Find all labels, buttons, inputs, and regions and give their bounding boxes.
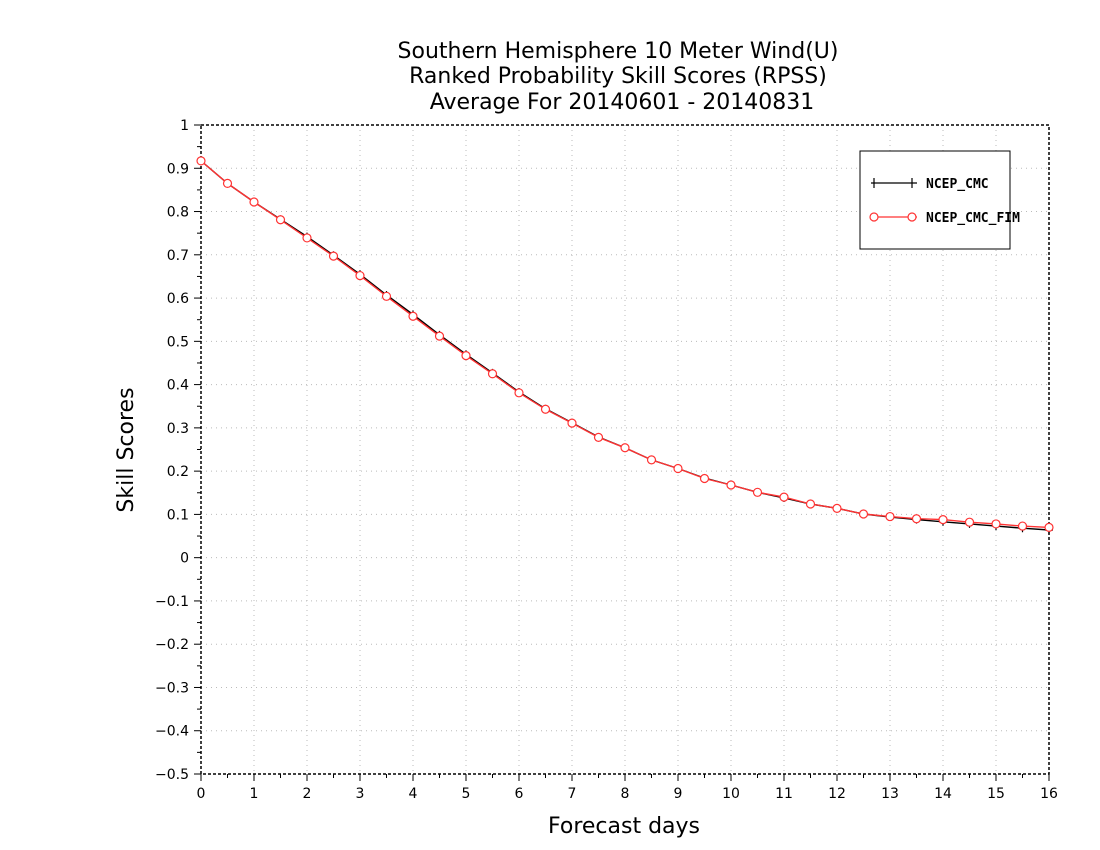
data-point-circle [355, 270, 365, 281]
data-point-circle [885, 511, 895, 522]
data-point-circle [938, 514, 948, 525]
data-point-circle [726, 480, 736, 490]
chart-title-line-1: Southern Hemisphere 10 Meter Wind(U) [398, 39, 839, 64]
legend-item-ncep-cmc: NCEP_CMC [871, 177, 989, 192]
y-axis: −0.5 −0.4 −0.3 −0.2 −0.1 0 0.1 0.2 0.3 0.4 0.5 0.6 0… [155, 118, 201, 783]
y-tick-label: −0.5 [155, 767, 189, 783]
legend-box [859, 150, 1011, 250]
x-tick-label: 11 [775, 786, 793, 802]
data-point-circle [408, 311, 418, 321]
x-tick-label: 14 [934, 786, 952, 802]
circle-marker-icon [907, 212, 917, 222]
chart-title-line-2: Ranked Probability Skill Scores (RPSS) [409, 64, 827, 89]
x-tick-label: 4 [409, 786, 418, 802]
y-tick-label: −0.4 [155, 724, 189, 740]
x-tick-label: 8 [621, 786, 630, 802]
data-point-circle [964, 517, 975, 527]
data-point-circle [381, 291, 392, 301]
data-point-circle [673, 463, 683, 474]
x-tick-label: 13 [881, 786, 899, 802]
data-point-circle [222, 178, 233, 189]
data-point-circle [646, 455, 657, 465]
x-axis-label: Forecast days [548, 814, 700, 839]
x-tick-label: 12 [828, 786, 846, 802]
chart-title: Southern Hemisphere 10 Meter Wind(U) Ran… [398, 39, 839, 115]
x-axis: 0 1 2 3 4 5 6 7 8 9 10 11 12 13 14 15 16 [197, 774, 1058, 802]
data-point-circle [434, 331, 445, 341]
data-point-circle [328, 251, 339, 261]
y-tick-label: 0.9 [167, 161, 189, 177]
legend-label-ncep-cmc-fim: NCEP_CMC_FIM [926, 211, 1020, 226]
data-point-circle [1017, 521, 1028, 531]
data-point-circle [196, 156, 206, 166]
grid-lines [201, 125, 1049, 774]
x-tick-label: 10 [722, 786, 740, 802]
chart-title-line-3: Average For 20140601 - 20140831 [430, 90, 815, 115]
x-tick-label: 15 [987, 786, 1005, 802]
x-tick-label: 2 [303, 786, 312, 802]
y-tick-label: −0.1 [155, 594, 189, 610]
data-point-circle [991, 519, 1001, 529]
x-tick-label: 1 [250, 786, 259, 802]
data-point-circle [752, 487, 763, 497]
x-tick-label: 5 [462, 786, 471, 802]
data-point-circle [461, 351, 471, 361]
y-tick-label: 0.7 [167, 248, 189, 264]
legend: NCEP_CMC NCEP_CMC_FIM [859, 150, 1020, 250]
data-point-circle [514, 388, 524, 398]
data-point-circle [832, 503, 842, 513]
data-point-circle [487, 369, 498, 379]
y-tick-label: −0.3 [155, 680, 189, 696]
y-tick-label: −0.2 [155, 637, 189, 653]
data-point-circle [275, 215, 286, 225]
data-point-circle [779, 492, 789, 502]
y-axis-label: Skill Scores [114, 387, 139, 512]
data-point-circle [699, 473, 710, 484]
y-tick-label: 0.8 [167, 205, 189, 221]
data-series [196, 156, 1054, 534]
plus-marker-icon [873, 178, 913, 188]
data-point-circle [593, 432, 604, 442]
legend-item-ncep-cmc-fim: NCEP_CMC_FIM [869, 211, 1020, 226]
y-tick-label: 0.1 [167, 507, 189, 523]
y-tick-label: 0.2 [167, 464, 189, 480]
y-tick-label: 0.6 [167, 291, 189, 307]
x-tick-label: 7 [568, 786, 577, 802]
series-ncep-cmc-fim [196, 156, 1054, 532]
x-tick-label: 6 [515, 786, 524, 802]
y-tick-label: 0.3 [167, 421, 189, 437]
x-tick-label: 3 [356, 786, 365, 802]
legend-label-ncep-cmc: NCEP_CMC [926, 177, 989, 192]
y-tick-label: 0 [180, 551, 189, 567]
data-point-circle [567, 418, 577, 428]
y-tick-label: 0.4 [167, 378, 189, 394]
data-point-circle [249, 197, 259, 207]
x-tick-label: 0 [197, 786, 206, 802]
data-point-circle [620, 443, 630, 453]
data-point-circle [858, 509, 869, 519]
y-tick-label: 0.5 [167, 334, 189, 350]
data-point-circle [911, 514, 922, 524]
y-tick-label: 1 [180, 118, 189, 134]
data-point-circle [805, 499, 816, 509]
data-point-circle [302, 233, 312, 243]
circle-marker-icon [869, 212, 879, 222]
x-tick-label: 16 [1040, 786, 1058, 802]
data-point-circle [1044, 522, 1054, 532]
data-point-circle [540, 404, 551, 414]
x-tick-label: 9 [674, 786, 683, 802]
